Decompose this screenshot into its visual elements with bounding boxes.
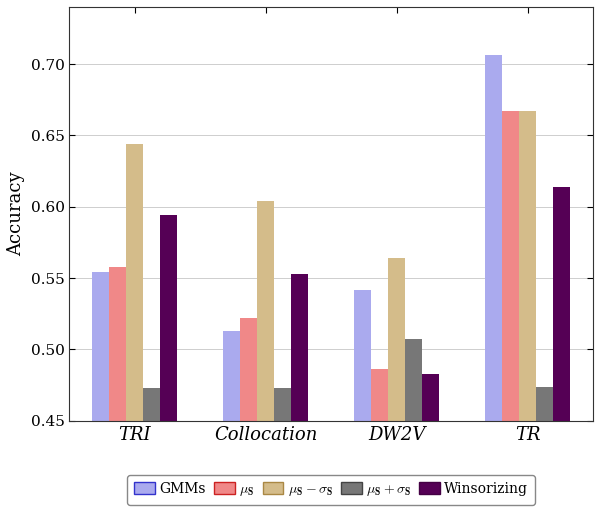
Bar bbox=[109, 267, 127, 421]
Bar bbox=[371, 369, 388, 421]
Bar bbox=[485, 55, 502, 421]
Bar bbox=[405, 339, 422, 421]
Bar bbox=[257, 201, 274, 421]
Bar bbox=[388, 258, 405, 421]
Bar bbox=[536, 387, 553, 421]
Bar bbox=[127, 144, 143, 421]
Bar bbox=[502, 111, 519, 421]
Legend: GMMs, $\mu_{\mathbf{S}}$, $\mu_{\mathbf{S}} - \sigma_{\mathbf{S}}$, $\mu_{\mathb: GMMs, $\mu_{\mathbf{S}}$, $\mu_{\mathbf{… bbox=[127, 475, 535, 505]
Bar bbox=[240, 318, 257, 421]
Bar bbox=[274, 388, 291, 421]
Bar bbox=[160, 215, 178, 421]
Bar bbox=[143, 388, 160, 421]
Bar bbox=[519, 111, 536, 421]
Bar bbox=[422, 373, 439, 421]
Bar bbox=[553, 187, 570, 421]
Y-axis label: Accuracy: Accuracy bbox=[7, 171, 25, 256]
Bar bbox=[354, 289, 371, 421]
Bar bbox=[92, 272, 109, 421]
Bar bbox=[291, 274, 308, 421]
Bar bbox=[223, 331, 240, 421]
